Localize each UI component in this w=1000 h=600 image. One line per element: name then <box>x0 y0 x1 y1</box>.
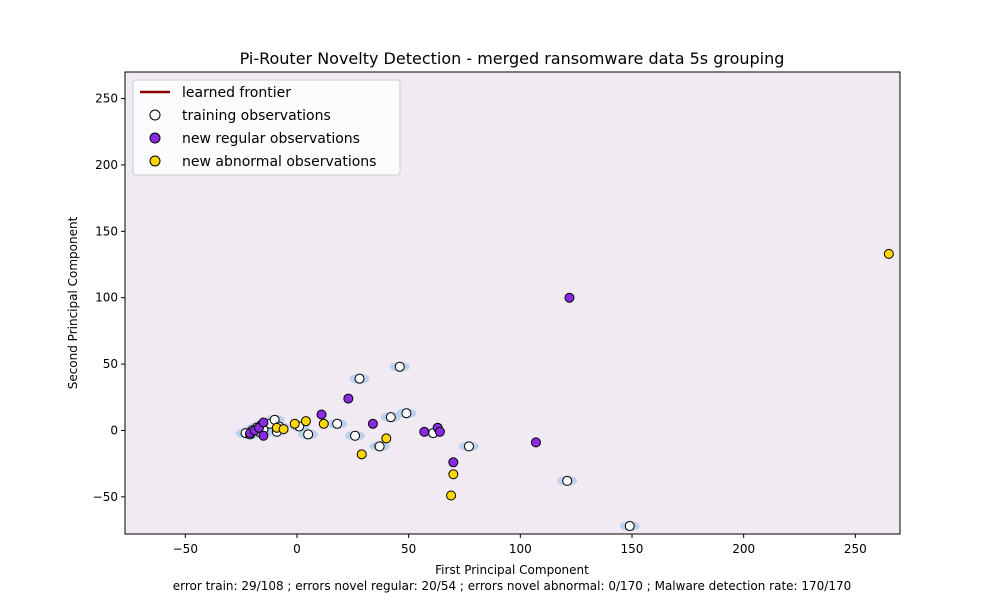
legend: learned frontier training observations n… <box>132 79 401 176</box>
regular-point <box>343 393 354 404</box>
training-point <box>463 441 474 452</box>
legend-training-marker <box>149 109 161 121</box>
regular-point <box>448 457 459 468</box>
training-point <box>624 521 635 532</box>
training-point <box>350 430 361 441</box>
abnormal-point <box>883 248 894 259</box>
abnormal-point <box>318 418 329 429</box>
plot-frame <box>124 71 901 535</box>
y-tick-label: 100 <box>95 291 118 305</box>
x-tick-label: 200 <box>732 542 755 556</box>
x-axis-label: First Principal Component <box>435 563 589 577</box>
legend-box <box>132 79 401 176</box>
legend-label-regular: new regular observations <box>182 131 360 147</box>
chart-footer-stats: error train: 29/108 ; errors novel regul… <box>173 579 852 593</box>
x-tick-label: 250 <box>844 542 867 556</box>
training-point <box>401 408 412 419</box>
regular-point <box>434 426 445 437</box>
x-tick-label: 0 <box>293 542 301 556</box>
abnormal-point <box>381 433 392 444</box>
legend-label-training: training observations <box>182 108 331 124</box>
legend-abnormal-marker <box>149 155 161 167</box>
x-tick-label: 150 <box>621 542 644 556</box>
y-tick-label: 50 <box>103 357 118 371</box>
training-point <box>332 418 343 429</box>
abnormal-point <box>356 449 367 460</box>
training-point <box>385 412 396 423</box>
y-tick-label: 200 <box>95 158 118 172</box>
regular-point <box>419 426 430 437</box>
abnormal-point <box>289 418 300 429</box>
x-tick-label: 50 <box>401 542 416 556</box>
abnormal-point <box>446 490 457 501</box>
regular-point <box>367 418 378 429</box>
legend-regular-marker <box>149 132 161 144</box>
chart-title: Pi-Router Novelty Detection - merged ran… <box>240 49 785 68</box>
regular-point <box>530 437 541 448</box>
regular-point <box>564 292 575 303</box>
y-tick-label: −50 <box>93 490 118 504</box>
abnormal-point <box>448 469 459 480</box>
training-point <box>303 429 314 440</box>
training-point <box>374 441 385 452</box>
regular-point <box>258 430 269 441</box>
regular-point <box>316 409 327 420</box>
regular-point <box>258 417 269 428</box>
x-tick-label: −50 <box>173 542 198 556</box>
legend-label-frontier: learned frontier <box>182 85 291 101</box>
y-tick-label: 250 <box>95 92 118 106</box>
y-tick-label: 150 <box>95 224 118 238</box>
legend-label-abnormal: new abnormal observations <box>182 154 376 170</box>
training-point <box>354 373 365 384</box>
y-tick-label: 0 <box>110 423 118 437</box>
abnormal-point <box>278 424 289 435</box>
abnormal-point <box>300 416 311 427</box>
training-point <box>394 361 405 372</box>
training-point <box>562 475 573 486</box>
y-axis-label: Second Principal Component <box>66 216 80 389</box>
x-tick-label: 100 <box>509 542 532 556</box>
